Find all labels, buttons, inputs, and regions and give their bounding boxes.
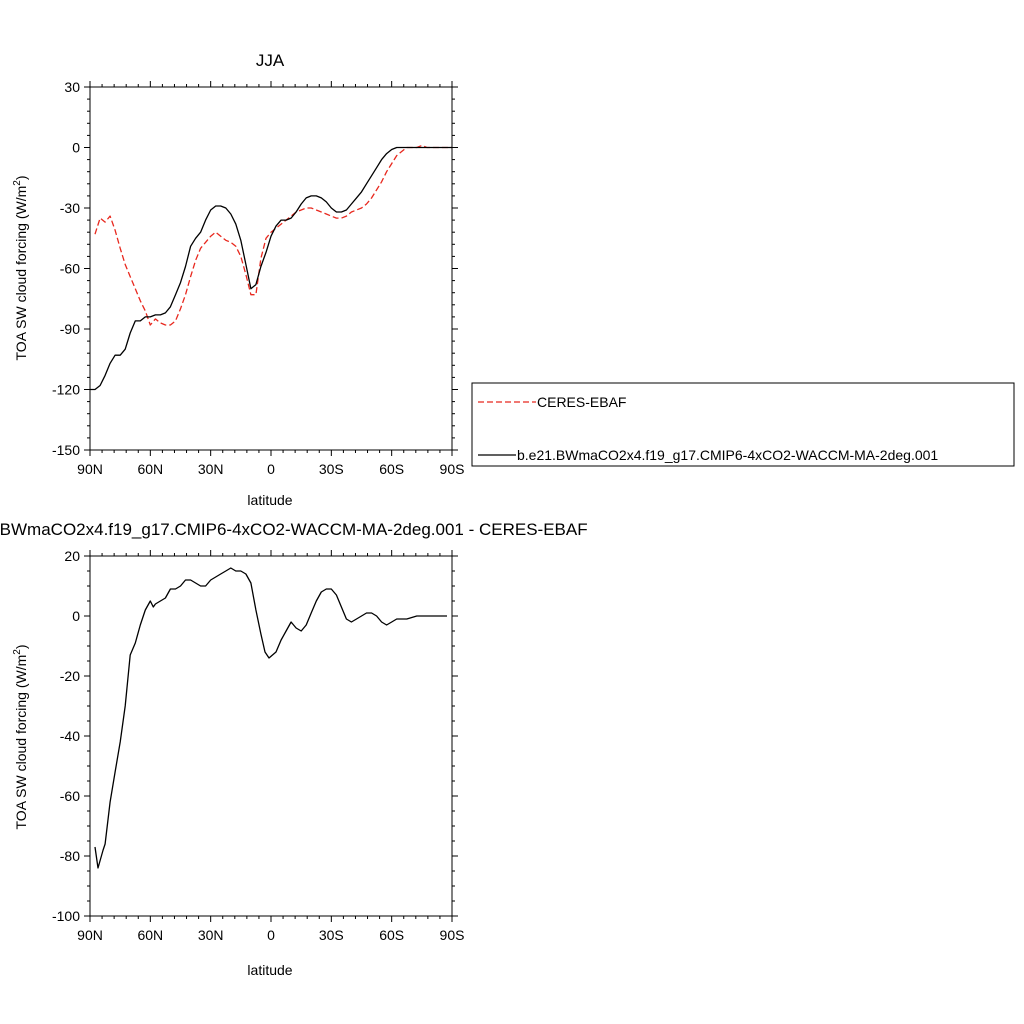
- x-tick-label: 90S: [440, 461, 465, 477]
- legend: CERES-EBAF b.e21.BWmaCO2x4.f19_g17.CMIP6…: [471, 382, 1015, 467]
- x-tick-label: 30N: [198, 927, 224, 943]
- top-panel-y-axis-label: TOA SW cloud forcing (W/m2): [12, 175, 29, 360]
- top-panel-x-axis-label: latitude: [247, 492, 292, 508]
- plot-frame: [89, 86, 453, 451]
- x-tick-label: 30S: [319, 461, 344, 477]
- legend-label-ceres: CERES-EBAF: [537, 394, 626, 410]
- legend-label-model: b.e21.BWmaCO2x4.f19_g17.CMIP6-4xCO2-WACC…: [517, 447, 938, 463]
- y-tick-label: 0: [72, 608, 80, 624]
- x-tick-label: 60S: [379, 927, 404, 943]
- x-tick-label: 60S: [379, 461, 404, 477]
- bottom-panel: b.e21.BWmaCO2x4.f19_g17.CMIP6-4xCO2-WACC…: [0, 520, 588, 978]
- y-tick-label: -60: [60, 261, 80, 277]
- top-panel-plot-area: [90, 144, 452, 391]
- y-tick-label: -80: [60, 848, 80, 864]
- x-tick-label: 90S: [440, 927, 465, 943]
- bottom-panel-x-axis-label: latitude: [247, 962, 292, 978]
- bottom-panel-title: b.e21.BWmaCO2x4.f19_g17.CMIP6-4xCO2-WACC…: [0, 520, 588, 539]
- plot-frame: [89, 555, 453, 917]
- x-tick-label: 60N: [137, 461, 163, 477]
- y-tick-label: -30: [60, 200, 80, 216]
- y-tick-label: -60: [60, 788, 80, 804]
- x-tick-label: 0: [267, 927, 275, 943]
- bottom-panel-plot-area: [94, 567, 447, 869]
- x-tick-label: 60N: [137, 927, 163, 943]
- x-tick-label: 30N: [198, 461, 224, 477]
- x-tick-label: 90N: [77, 461, 103, 477]
- top-panel: JJA 30 0 -30 -60 -90 -120 -150 90N 60N 30N 0 30S 60S…: [12, 51, 464, 508]
- bottom-panel-axes: 20 0 -20 -40 -60 -80 -100 90N 60N 30N 0 30S 60S 90S: [52, 548, 464, 943]
- legend-box: [471, 382, 1015, 467]
- y-tick-label: -90: [60, 321, 80, 337]
- series-line-1: [94, 567, 447, 869]
- y-tick-label: -150: [52, 442, 80, 458]
- y-tick-label: 30: [64, 79, 80, 95]
- series-line-2: [90, 146, 452, 391]
- y-tick-label: -100: [52, 908, 80, 924]
- y-tick-label: 20: [64, 548, 80, 564]
- series-line-1: [94, 144, 452, 326]
- y-tick-label: -40: [60, 728, 80, 744]
- x-tick-label: 30S: [319, 927, 344, 943]
- top-panel-axes: 30 0 -30 -60 -90 -120 -150 90N 60N 30N 0 30S 60S 90S: [52, 79, 464, 477]
- y-tick-label: 0: [72, 140, 80, 156]
- x-tick-label: 0: [267, 461, 275, 477]
- top-panel-title: JJA: [256, 51, 285, 70]
- bottom-panel-y-axis-label: TOA SW cloud forcing (W/m2): [12, 644, 29, 829]
- y-tick-label: -20: [60, 668, 80, 684]
- x-tick-label: 90N: [77, 927, 103, 943]
- y-tick-label: -120: [52, 382, 80, 398]
